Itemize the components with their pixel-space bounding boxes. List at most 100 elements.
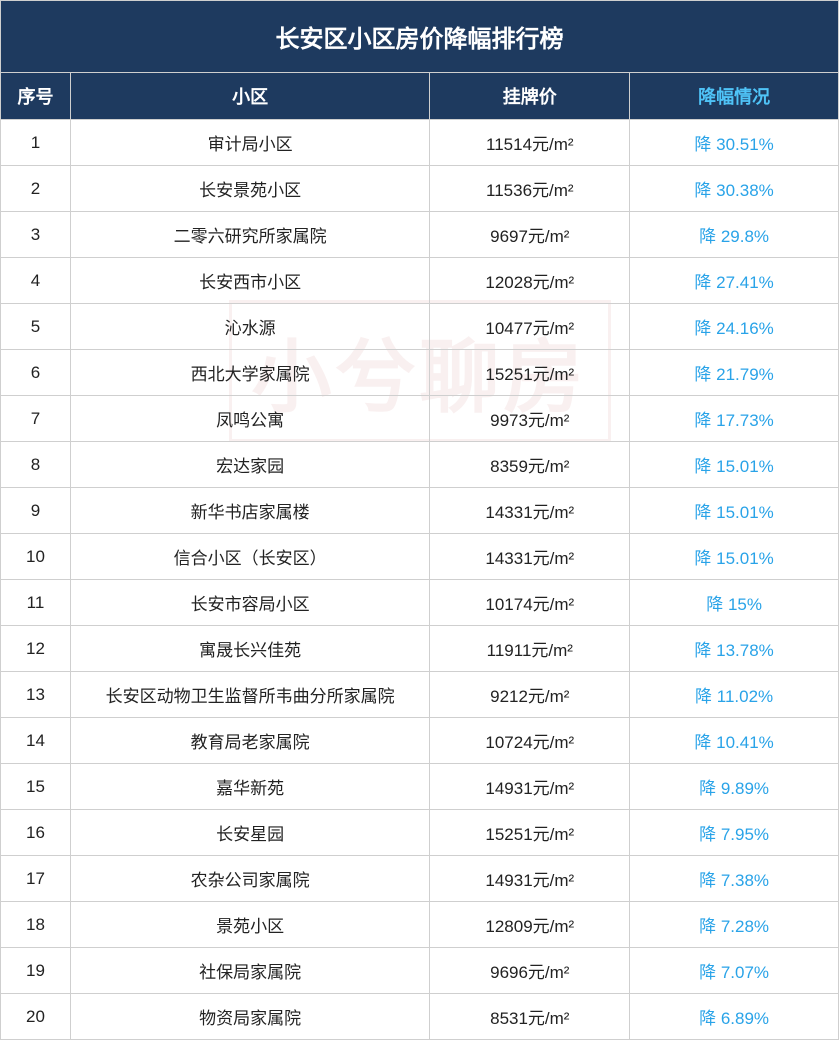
cell-drop: 降 7.28% <box>630 902 839 948</box>
cell-price: 14331元/m² <box>430 488 630 534</box>
cell-drop: 降 15% <box>630 580 839 626</box>
cell-price: 9697元/m² <box>430 212 630 258</box>
cell-drop: 降 29.8% <box>630 212 839 258</box>
cell-serial: 5 <box>1 304 71 350</box>
cell-price: 8531元/m² <box>430 994 630 1040</box>
cell-serial: 10 <box>1 534 71 580</box>
cell-drop: 降 7.38% <box>630 856 839 902</box>
cell-price: 10174元/m² <box>430 580 630 626</box>
cell-serial: 1 <box>1 120 71 166</box>
table-row: 20物资局家属院8531元/m²降 6.89% <box>1 994 839 1040</box>
cell-drop: 降 7.95% <box>630 810 839 856</box>
cell-name: 教育局老家属院 <box>70 718 430 764</box>
cell-name: 审计局小区 <box>70 120 430 166</box>
table-row: 6西北大学家属院15251元/m²降 21.79% <box>1 350 839 396</box>
cell-drop: 降 13.78% <box>630 626 839 672</box>
cell-name: 长安星园 <box>70 810 430 856</box>
cell-name: 寓晟长兴佳苑 <box>70 626 430 672</box>
table-container: 小兮聊房 长安区小区房价降幅排行榜 序号 小区 挂牌价 降幅情况 1审计局小区1… <box>0 0 839 1040</box>
cell-serial: 16 <box>1 810 71 856</box>
header-price: 挂牌价 <box>430 73 630 120</box>
cell-serial: 6 <box>1 350 71 396</box>
ranking-table: 长安区小区房价降幅排行榜 序号 小区 挂牌价 降幅情况 1审计局小区11514元… <box>0 0 839 1040</box>
cell-serial: 9 <box>1 488 71 534</box>
cell-name: 长安市容局小区 <box>70 580 430 626</box>
cell-name: 二零六研究所家属院 <box>70 212 430 258</box>
cell-price: 10477元/m² <box>430 304 630 350</box>
cell-name: 物资局家属院 <box>70 994 430 1040</box>
cell-drop: 降 17.73% <box>630 396 839 442</box>
cell-serial: 14 <box>1 718 71 764</box>
table-row: 3二零六研究所家属院9697元/m²降 29.8% <box>1 212 839 258</box>
cell-name: 沁水源 <box>70 304 430 350</box>
cell-name: 信合小区（长安区） <box>70 534 430 580</box>
cell-price: 12028元/m² <box>430 258 630 304</box>
cell-price: 14331元/m² <box>430 534 630 580</box>
table-row: 12寓晟长兴佳苑11911元/m²降 13.78% <box>1 626 839 672</box>
cell-name: 长安景苑小区 <box>70 166 430 212</box>
cell-serial: 8 <box>1 442 71 488</box>
cell-price: 11514元/m² <box>430 120 630 166</box>
cell-serial: 13 <box>1 672 71 718</box>
table-row: 8宏达家园8359元/m²降 15.01% <box>1 442 839 488</box>
header-row: 序号 小区 挂牌价 降幅情况 <box>1 73 839 120</box>
table-row: 2长安景苑小区11536元/m²降 30.38% <box>1 166 839 212</box>
table-body: 1审计局小区11514元/m²降 30.51%2长安景苑小区11536元/m²降… <box>1 120 839 1040</box>
cell-name: 农杂公司家属院 <box>70 856 430 902</box>
table-row: 4长安西市小区12028元/m²降 27.41% <box>1 258 839 304</box>
table-row: 9新华书店家属楼14331元/m²降 15.01% <box>1 488 839 534</box>
table-row: 1审计局小区11514元/m²降 30.51% <box>1 120 839 166</box>
table-row: 17农杂公司家属院14931元/m²降 7.38% <box>1 856 839 902</box>
cell-name: 西北大学家属院 <box>70 350 430 396</box>
title-row: 长安区小区房价降幅排行榜 <box>1 1 839 73</box>
cell-name: 凤鸣公寓 <box>70 396 430 442</box>
cell-price: 11911元/m² <box>430 626 630 672</box>
cell-price: 9696元/m² <box>430 948 630 994</box>
cell-drop: 降 15.01% <box>630 442 839 488</box>
header-name: 小区 <box>70 73 430 120</box>
cell-serial: 18 <box>1 902 71 948</box>
cell-serial: 3 <box>1 212 71 258</box>
cell-drop: 降 9.89% <box>630 764 839 810</box>
cell-name: 长安西市小区 <box>70 258 430 304</box>
table-row: 7凤鸣公寓9973元/m²降 17.73% <box>1 396 839 442</box>
table-row: 19社保局家属院9696元/m²降 7.07% <box>1 948 839 994</box>
cell-serial: 7 <box>1 396 71 442</box>
table-row: 13长安区动物卫生监督所韦曲分所家属院9212元/m²降 11.02% <box>1 672 839 718</box>
cell-price: 9212元/m² <box>430 672 630 718</box>
table-row: 11长安市容局小区10174元/m²降 15% <box>1 580 839 626</box>
table-row: 10信合小区（长安区）14331元/m²降 15.01% <box>1 534 839 580</box>
table-row: 14教育局老家属院10724元/m²降 10.41% <box>1 718 839 764</box>
cell-name: 新华书店家属楼 <box>70 488 430 534</box>
cell-serial: 11 <box>1 580 71 626</box>
cell-drop: 降 7.07% <box>630 948 839 994</box>
header-drop: 降幅情况 <box>630 73 839 120</box>
cell-drop: 降 6.89% <box>630 994 839 1040</box>
cell-name: 宏达家园 <box>70 442 430 488</box>
table-row: 5沁水源10477元/m²降 24.16% <box>1 304 839 350</box>
cell-drop: 降 27.41% <box>630 258 839 304</box>
cell-price: 9973元/m² <box>430 396 630 442</box>
cell-price: 14931元/m² <box>430 856 630 902</box>
cell-price: 8359元/m² <box>430 442 630 488</box>
cell-serial: 15 <box>1 764 71 810</box>
cell-serial: 4 <box>1 258 71 304</box>
cell-name: 长安区动物卫生监督所韦曲分所家属院 <box>70 672 430 718</box>
cell-drop: 降 21.79% <box>630 350 839 396</box>
cell-serial: 17 <box>1 856 71 902</box>
header-serial: 序号 <box>1 73 71 120</box>
cell-price: 14931元/m² <box>430 764 630 810</box>
cell-drop: 降 15.01% <box>630 488 839 534</box>
cell-name: 景苑小区 <box>70 902 430 948</box>
cell-drop: 降 10.41% <box>630 718 839 764</box>
cell-price: 10724元/m² <box>430 718 630 764</box>
cell-price: 15251元/m² <box>430 350 630 396</box>
table-row: 16长安星园15251元/m²降 7.95% <box>1 810 839 856</box>
cell-drop: 降 15.01% <box>630 534 839 580</box>
cell-serial: 12 <box>1 626 71 672</box>
cell-price: 11536元/m² <box>430 166 630 212</box>
cell-name: 嘉华新苑 <box>70 764 430 810</box>
cell-drop: 降 11.02% <box>630 672 839 718</box>
cell-drop: 降 24.16% <box>630 304 839 350</box>
cell-drop: 降 30.51% <box>630 120 839 166</box>
